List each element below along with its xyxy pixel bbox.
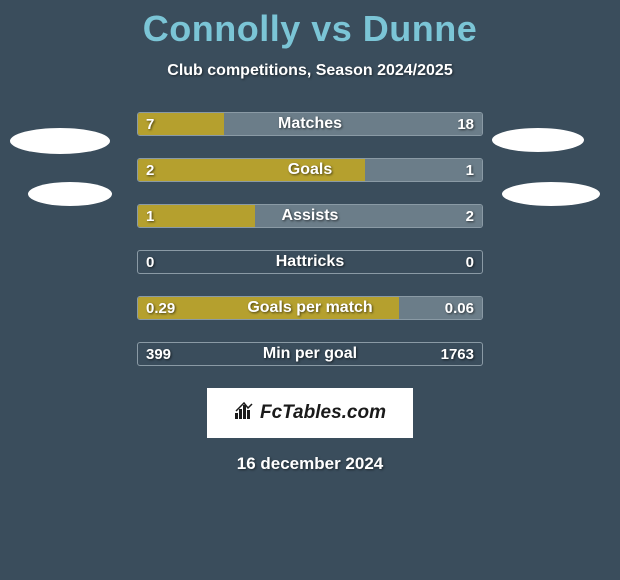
stat-row: Assists1 2 [137, 204, 483, 228]
subtitle: Club competitions, Season 2024/2025 [0, 62, 620, 80]
date: 16 december 2024 [0, 454, 620, 474]
player-oval [502, 182, 600, 206]
player-oval [10, 128, 110, 154]
stat-value-right: 18 [457, 113, 474, 135]
page-title: Connolly vs Dunne [0, 0, 620, 50]
player-oval [492, 128, 584, 152]
stat-label: Hattricks [138, 251, 482, 273]
site-logo: FcTables.com [207, 388, 413, 438]
stat-row: Hattricks0 0 [137, 250, 483, 274]
chart-icon [234, 401, 256, 426]
logo-text: FcTables.com [260, 402, 386, 424]
comparison-chart: Matches718Goals21Assists12Hattricks00Goa… [0, 112, 620, 366]
stat-value-left: 1 [146, 205, 154, 227]
stat-value-right: 0 [466, 251, 474, 273]
stat-value-right: 0.06 [445, 297, 474, 319]
stat-bars: Matches718Goals21Assists12Hattricks00Goa… [137, 112, 483, 366]
player-oval [28, 182, 112, 206]
stat-value-left: 0 [146, 251, 154, 273]
stat-row: Min per goal399 1763 [137, 342, 483, 366]
stat-value-left: 7 [146, 113, 154, 135]
stat-value-right: 2 [466, 205, 474, 227]
stat-row: Goals2 1 [137, 158, 483, 182]
stat-value-right: 1763 [441, 343, 474, 365]
stat-value-left: 2 [146, 159, 154, 181]
stat-value-left: 0.29 [146, 297, 175, 319]
stat-label: Min per goal [138, 343, 482, 365]
stat-label: Goals [138, 159, 482, 181]
stat-row: Matches7 18 [137, 112, 483, 136]
stat-value-right: 1 [466, 159, 474, 181]
stat-label: Goals per match [138, 297, 482, 319]
stat-row: Goals per match0.29 0.06 [137, 296, 483, 320]
stat-value-left: 399 [146, 343, 171, 365]
stat-label: Assists [138, 205, 482, 227]
stat-label: Matches [138, 113, 482, 135]
